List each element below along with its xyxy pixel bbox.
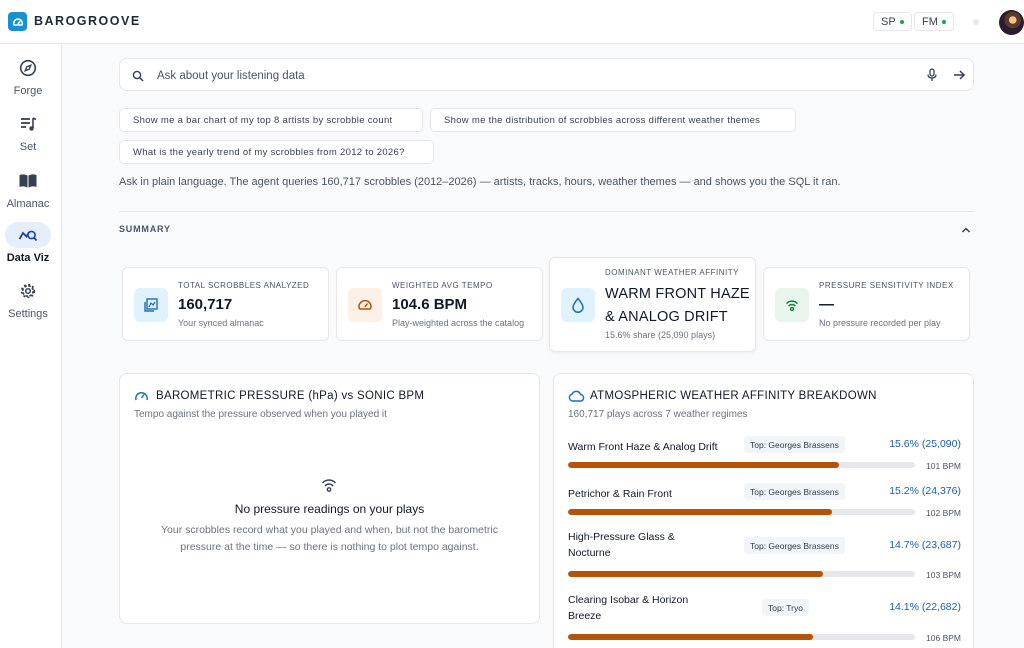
stat-value: WARM FRONT HAZE & ANALOG DRIFT xyxy=(605,286,750,325)
sidebar-item-label: Data Viz xyxy=(6,252,50,264)
stat-label: WEIGHTED AVG TEMPO xyxy=(392,281,493,290)
stat-card-avg-tempo: WEIGHTED AVG TEMPO 104.6 BPM Play-weight… xyxy=(336,267,543,341)
signal-icon xyxy=(775,288,809,322)
weather-affinity-row[interactable]: Petrichor & Rain Front Top: Georges Bras… xyxy=(568,483,961,519)
top-bar: BAROGROOVE SP FM xyxy=(0,0,1024,44)
weather-regime-name: Petrichor & Rain Front xyxy=(568,488,672,500)
ask-search-box xyxy=(119,58,974,91)
droplet-icon xyxy=(561,288,595,322)
lastfm-status-dot xyxy=(941,19,946,24)
sync-status-dot xyxy=(973,19,979,25)
stat-card-dominant-weather: DOMINANT WEATHER AFFINITY WARM FRONT HAZ… xyxy=(549,257,756,352)
gear-icon xyxy=(5,278,51,304)
weather-share-bar xyxy=(568,509,915,515)
pressure-vs-bpm-panel: BAROMETRIC PRESSURE (hPa) vs SONIC BPM T… xyxy=(119,373,540,624)
search-icon xyxy=(132,69,144,87)
sidebar-item-forge[interactable]: Forge xyxy=(0,55,56,97)
top-artist-badge: Top: Georges Brassens xyxy=(744,483,845,500)
stat-subtext: Your synced almanac xyxy=(178,318,264,328)
weather-bpm-value: 101 BPM xyxy=(926,461,961,471)
weather-share-fill xyxy=(568,634,813,640)
panel-title: ATMOSPHERIC WEATHER AFFINITY BREAKDOWN xyxy=(590,390,877,402)
stat-subtext: 15.6% share (25,090 plays) xyxy=(605,330,716,340)
top-artist-badge: Top: Tryo xyxy=(762,599,809,616)
stat-subtext: No pressure recorded per play xyxy=(819,318,941,328)
weather-regime-name: Clearing Isobar & Horizon Breeze xyxy=(568,594,689,622)
weather-bpm-value: 103 BPM xyxy=(926,570,961,580)
signal-icon xyxy=(320,476,338,499)
stat-card-pressure-sensitivity: PRESSURE SENSITIVITY INDEX — No pressure… xyxy=(763,267,970,341)
sidebar: Forge Set Almanac Data Viz Settings xyxy=(0,44,62,648)
weather-affinity-row[interactable]: High-Pressure Glass & Nocturne Top: Geor… xyxy=(568,529,961,581)
weather-regime-name: Warm Front Haze & Analog Drift xyxy=(568,441,718,453)
weather-affinity-row[interactable]: Warm Front Haze & Analog Drift Top: Geor… xyxy=(568,436,961,472)
ask-input[interactable] xyxy=(157,66,917,85)
stat-value: — xyxy=(819,296,834,313)
stat-value: 104.6 BPM xyxy=(392,296,468,313)
playlist-icon xyxy=(5,111,51,137)
weather-share-fill xyxy=(568,571,824,577)
weather-bpm-value: 102 BPM xyxy=(926,508,961,518)
weather-share-bar xyxy=(568,462,915,468)
summary-heading: SUMMARY xyxy=(119,224,171,234)
intro-text: Ask in plain language. The agent queries… xyxy=(119,176,841,188)
weather-share-value: 14.7% (23,687) xyxy=(889,539,961,551)
library-icon xyxy=(134,288,168,322)
sidebar-item-label: Set xyxy=(19,141,37,153)
sidebar-item-data-viz[interactable]: Data Viz xyxy=(0,222,56,264)
sidebar-item-set[interactable]: Set xyxy=(0,111,56,153)
compass-icon xyxy=(5,55,51,81)
weather-share-fill xyxy=(568,462,839,468)
stat-label: DOMINANT WEATHER AFFINITY xyxy=(605,268,739,277)
app-logo-icon[interactable] xyxy=(8,12,27,31)
weather-share-bar xyxy=(568,634,915,640)
sidebar-item-almanac[interactable]: Almanac xyxy=(0,168,56,210)
sidebar-item-label: Almanac xyxy=(6,198,50,210)
book-icon xyxy=(5,168,51,194)
microphone-icon[interactable] xyxy=(926,68,938,87)
weather-affinity-row[interactable]: Clearing Isobar & Horizon Breeze Top: Tr… xyxy=(568,592,961,644)
suggestion-chip-top-artists[interactable]: Show me a bar chart of my top 8 artists … xyxy=(119,108,423,132)
lastfm-badge-label: FM xyxy=(922,15,938,28)
weather-regime-name: High-Pressure Glass & Nocturne xyxy=(568,531,675,559)
arrow-right-icon[interactable] xyxy=(952,68,966,87)
lastfm-connection-badge[interactable]: FM xyxy=(914,12,954,31)
stat-value: 160,717 xyxy=(178,296,233,313)
weather-affinity-panel: ATMOSPHERIC WEATHER AFFINITY BREAKDOWN 1… xyxy=(553,373,974,648)
sidebar-item-settings[interactable]: Settings xyxy=(0,278,56,320)
spotify-connection-badge[interactable]: SP xyxy=(873,12,912,31)
user-avatar[interactable] xyxy=(999,10,1024,35)
top-artist-badge: Top: Georges Brassens xyxy=(744,537,845,554)
top-artist-badge: Top: Georges Brassens xyxy=(744,436,845,453)
weather-share-value: 14.1% (22,682) xyxy=(889,601,961,613)
chevron-up-icon[interactable] xyxy=(960,223,972,241)
panel-subtitle: Tempo against the pressure observed when… xyxy=(134,409,387,420)
weather-share-fill xyxy=(568,509,832,515)
gauge-icon xyxy=(348,288,382,322)
suggestion-chip-yearly-trend[interactable]: What is the yearly trend of my scrobbles… xyxy=(119,140,434,164)
stat-label: PRESSURE SENSITIVITY INDEX xyxy=(819,281,954,290)
sidebar-item-label: Forge xyxy=(13,85,43,97)
spotify-badge-label: SP xyxy=(881,15,896,28)
app-name: BAROGROOVE xyxy=(34,14,141,28)
section-divider xyxy=(119,211,974,212)
chart-search-icon xyxy=(5,222,51,248)
weather-share-value: 15.6% (25,090) xyxy=(889,438,961,450)
weather-share-value: 15.2% (24,376) xyxy=(889,485,961,497)
weather-bpm-value: 106 BPM xyxy=(926,633,961,643)
panel-subtitle: 160,717 plays across 7 weather regimes xyxy=(568,409,748,420)
spotify-status-dot xyxy=(899,19,904,24)
empty-state-body: Your scrobbles record what you played an… xyxy=(161,524,498,553)
gauge-icon xyxy=(134,389,149,408)
stat-label: TOTAL SCROBBLES ANALYZED xyxy=(178,281,310,290)
weather-share-bar xyxy=(568,571,915,577)
suggestion-chip-weather-distribution[interactable]: Show me the distribution of scrobbles ac… xyxy=(430,108,796,132)
stat-card-total-scrobbles: TOTAL SCROBBLES ANALYZED 160,717 Your sy… xyxy=(122,267,329,341)
sidebar-item-label: Settings xyxy=(8,308,48,320)
panel-title: BAROMETRIC PRESSURE (hPa) vs SONIC BPM xyxy=(156,390,425,402)
empty-state-title: No pressure readings on your plays xyxy=(234,502,425,516)
cloud-icon xyxy=(568,389,585,407)
stat-subtext: Play-weighted across the catalog xyxy=(392,318,525,328)
